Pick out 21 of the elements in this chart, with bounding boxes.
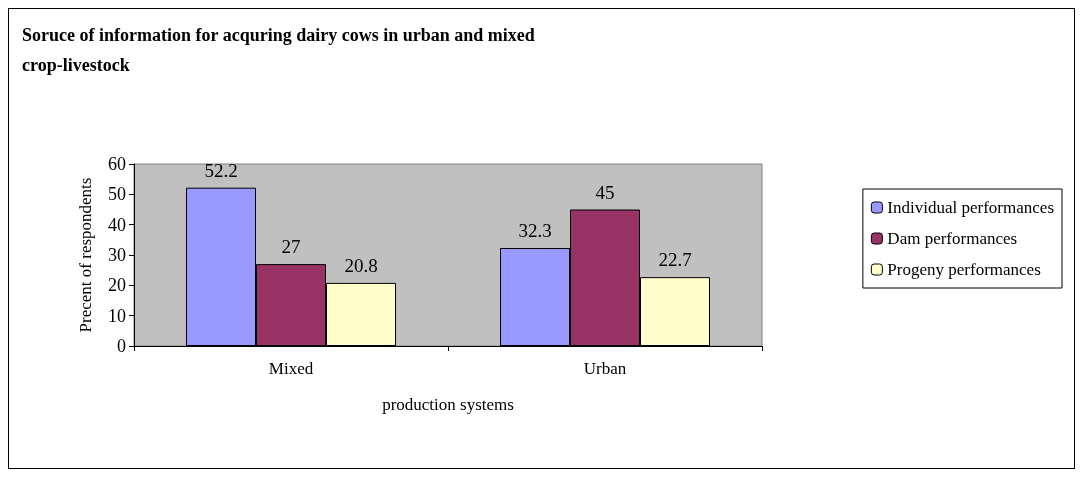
- y-tick-label: 50: [108, 184, 126, 205]
- data-label: 52.2: [204, 159, 238, 181]
- data-label: 22.7: [658, 249, 692, 271]
- y-tick-label: 0: [117, 336, 126, 356]
- x-axis-title: production systems: [382, 395, 514, 414]
- x-tick-label: Mixed: [268, 359, 314, 378]
- chart-title: Soruce of information for acquring dairy cows in urban and mixed crop-livestock: [22, 25, 540, 75]
- y-tick-label: 40: [108, 214, 126, 235]
- y-tick-label: 20: [108, 275, 126, 296]
- data-label: 32.3: [518, 220, 552, 242]
- y-tick-label: 60: [108, 154, 126, 174]
- legend-label: Progeny performances: [887, 260, 1041, 279]
- y-tick-label: 30: [108, 245, 126, 265]
- x-tick-label: Urban: [583, 359, 627, 378]
- data-label: 20.8: [344, 254, 378, 276]
- y-axis-title: Precent of respondents: [76, 177, 95, 333]
- data-label: 45: [595, 181, 615, 203]
- legend-label: Individual performances: [887, 198, 1055, 217]
- data-label: 27: [281, 236, 301, 258]
- legend-label: Dam performances: [887, 229, 1018, 248]
- y-tick-label: 10: [108, 305, 126, 326]
